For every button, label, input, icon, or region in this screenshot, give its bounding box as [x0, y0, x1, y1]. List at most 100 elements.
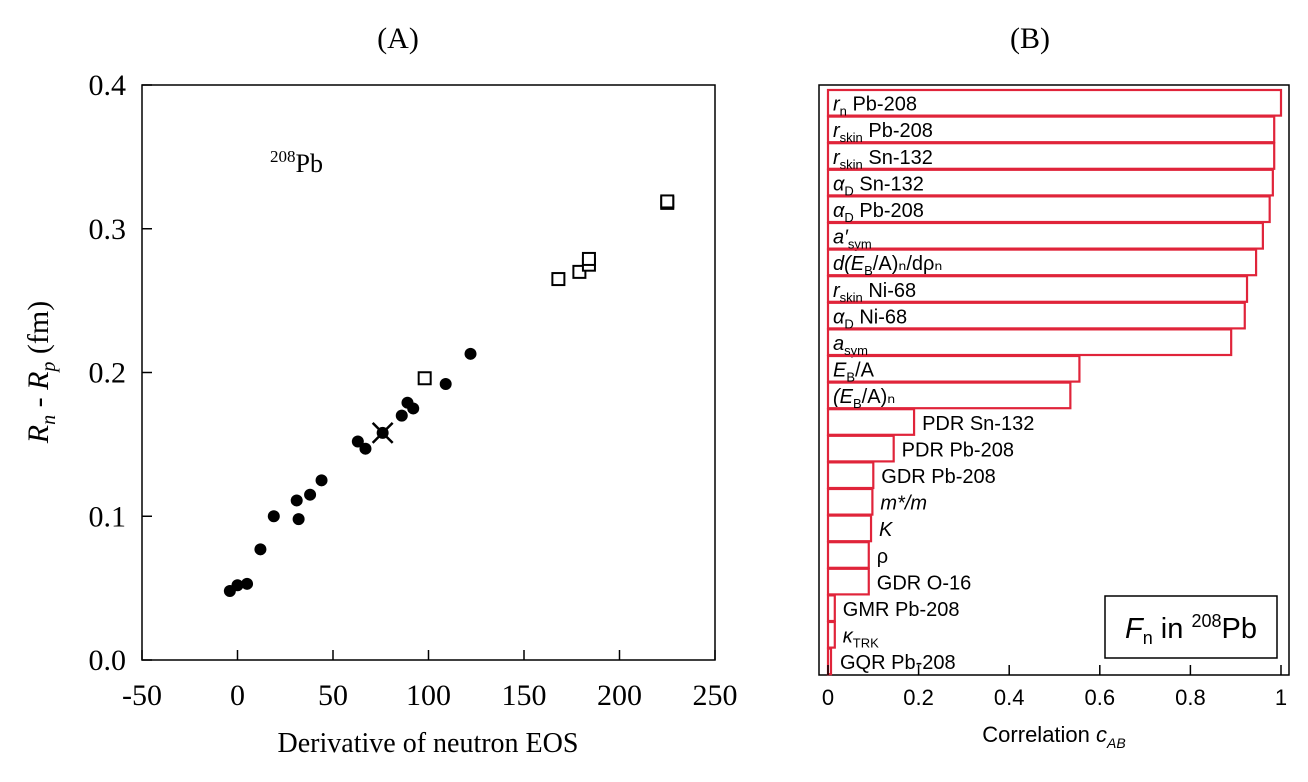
- correlation-bar-label: K: [879, 519, 894, 541]
- legend-sup: 208: [1191, 611, 1221, 631]
- correlation-bar: [826, 487, 874, 516]
- correlation-bar-label: αD Ni-68: [833, 306, 907, 331]
- panel-b-legend-box: Fn in 208Pb: [1104, 595, 1278, 659]
- data-point-filled-circle: [254, 543, 267, 556]
- panel-b-x-axis-label: Correlation cAB: [982, 722, 1125, 751]
- b-x-tick-label: 0: [822, 685, 834, 710]
- correlation-bar-label: d(EB/A)ₙ/dρₙ: [833, 253, 942, 278]
- correlation-bar: [826, 594, 836, 623]
- b-x-tick-label: 0.4: [994, 685, 1025, 710]
- panel-b-plot-frame: [818, 84, 1290, 676]
- data-point-open-square: [660, 194, 675, 209]
- b-x-tick-label: 1: [1275, 685, 1287, 710]
- a-x-tick-label: -50: [122, 679, 162, 712]
- a-y-tick-label: 0.1: [89, 500, 127, 533]
- a-y-tick-label: 0.2: [89, 357, 127, 390]
- x-label-main: Correlation: [982, 722, 1096, 747]
- a-x-tick-label: 100: [406, 679, 451, 712]
- correlation-bar-label: GQR Pb-208: [840, 652, 956, 674]
- correlation-bar-label: κTRK: [843, 626, 879, 651]
- annotation-superscript: 208: [270, 147, 296, 166]
- y-label-unit: (fm): [22, 301, 55, 362]
- b-x-tick-label: 0.6: [1085, 685, 1116, 710]
- data-point-filled-circle: [439, 378, 452, 390]
- data-point-open-square: [417, 371, 432, 386]
- correlation-bar-label: rn Pb-208: [833, 94, 917, 119]
- correlation-bar-label: GMR Pb-208: [843, 599, 960, 621]
- a-y-tick-label: 0.3: [89, 213, 127, 246]
- correlation-bar-label: PDR Sn-132: [922, 413, 1034, 435]
- data-point-filled-circle: [241, 577, 254, 590]
- data-point-open-square: [551, 272, 566, 287]
- y-label-s2: p: [38, 362, 60, 374]
- correlation-bar-label: rskin Pb-208: [833, 120, 933, 145]
- data-point-filled-circle: [351, 435, 364, 448]
- data-point-filled-circle: [267, 510, 280, 523]
- panel-a-ticks: -50 0 50 100 150 200 250 0.0 0.1 0.2 0.3 0.4: [89, 69, 738, 712]
- legend-text: Fn in 208Pb: [1125, 611, 1257, 648]
- correlation-bar-label: a′sym: [833, 227, 872, 252]
- correlation-bar-label: (EB/A)ₙ: [833, 386, 895, 411]
- data-point-filled-circle: [359, 442, 372, 455]
- legend-nucleus: Pb: [1221, 613, 1256, 645]
- correlation-bar-label: GDR Pb-208: [881, 466, 996, 488]
- panel-a-annotation: 208Pb: [270, 147, 323, 178]
- data-point-filled-circle: [304, 488, 317, 501]
- correlation-bar: [826, 434, 895, 463]
- a-x-tick-label: 250: [693, 679, 738, 712]
- data-point-filled-circle: [407, 402, 420, 415]
- data-point-filled-circle: [231, 579, 244, 592]
- correlation-bar-label: rskin Sn-132: [833, 147, 933, 172]
- x-label-var: c: [1096, 722, 1107, 747]
- correlation-bar-label: GDR O-16: [877, 572, 971, 594]
- a-x-tick-label: 150: [502, 679, 547, 712]
- b-x-tick-label: 0.2: [903, 685, 934, 710]
- legend-var: F: [1125, 613, 1145, 645]
- panel-b-label: (B): [1010, 22, 1050, 55]
- correlation-bar: [826, 647, 833, 676]
- data-point-filled-circle: [464, 347, 477, 360]
- panel-a-y-axis-label: Rn - Rp (fm): [22, 301, 60, 444]
- correlation-bar-label: m*/m: [880, 493, 927, 515]
- correlation-bar-label: asym: [833, 333, 868, 358]
- correlation-bar-label: EB/A: [833, 360, 875, 385]
- a-y-tick-label: 0.4: [89, 69, 127, 102]
- correlation-bar-label: αD Sn-132: [833, 173, 924, 198]
- data-point-filled-circle: [290, 494, 303, 507]
- annotation-text: Pb: [296, 149, 323, 178]
- correlation-bar-label: PDR Pb-208: [902, 439, 1014, 461]
- panel-a: (A) -50 0 50 100 150 200 250 0.0 0.1 0.2 0.3 0.4 20…: [22, 22, 738, 759]
- panel-a-points: [223, 194, 675, 597]
- b-x-tick-label: 0.8: [1175, 685, 1206, 710]
- y-label-mid: -: [22, 390, 55, 415]
- y-label-r1: R: [22, 425, 55, 444]
- x-label-sub: AB: [1106, 735, 1126, 751]
- legend-frame: [1104, 595, 1278, 659]
- correlation-bar: [826, 381, 1072, 410]
- panel-a-label: (A): [377, 22, 419, 55]
- legend-mid: in: [1153, 613, 1192, 645]
- y-label-r2: R: [22, 372, 55, 391]
- correlation-bar-label: rskin Ni-68: [833, 280, 916, 305]
- data-point-filled-circle: [395, 409, 408, 422]
- a-x-tick-label: 0: [230, 679, 245, 712]
- correlation-bar: [826, 408, 916, 436]
- correlation-bar-label: ρ: [877, 546, 888, 568]
- data-point-open-square: [581, 251, 596, 266]
- correlation-bar-label: αD Pb-208: [833, 200, 924, 225]
- data-point-filled-circle: [292, 513, 305, 526]
- data-point-filled-circle: [315, 474, 328, 487]
- data-point-cross: [371, 421, 394, 444]
- correlation-bar: [826, 620, 836, 649]
- correlation-bar: [826, 514, 873, 543]
- y-label-s1: n: [38, 415, 60, 425]
- a-x-tick-label: 200: [597, 679, 642, 712]
- panel-a-x-axis-label: Derivative of neutron EOS: [278, 728, 579, 759]
- legend-sub: n: [1143, 628, 1153, 648]
- a-y-tick-label: 0.0: [89, 644, 127, 677]
- correlation-bar: [826, 328, 1233, 357]
- a-x-tick-label: 50: [318, 679, 348, 712]
- correlation-bar: [826, 541, 870, 569]
